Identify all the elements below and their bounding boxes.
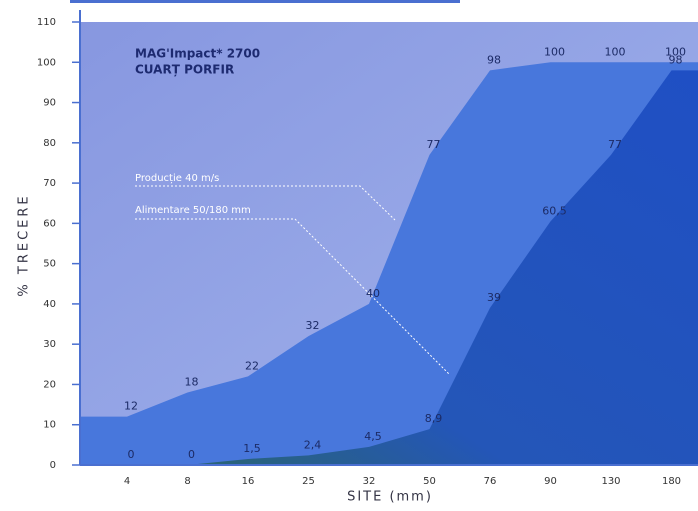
legend-label: Alimentare 50/180 mm — [135, 205, 251, 216]
data-label: 60,5 — [542, 204, 567, 217]
x-tick-label: 4 — [124, 476, 130, 487]
x-tick-label: 180 — [662, 476, 681, 487]
data-label: 2,4 — [304, 438, 322, 451]
data-label: 98 — [669, 53, 683, 66]
x-tick-label: 16 — [242, 476, 255, 487]
x-axis-label: SITE (mm) — [347, 490, 433, 505]
y-tick-label: 90 — [43, 98, 56, 109]
x-tick-label: 76 — [484, 476, 497, 487]
x-tick-label: 50 — [423, 476, 436, 487]
chart-subtitle: CUARȚ PORFIR — [135, 63, 234, 77]
data-label: 0 — [188, 448, 195, 461]
data-label: 32 — [306, 319, 320, 332]
header-bar — [70, 0, 460, 3]
legend-label: Producție 40 m/s — [135, 173, 219, 184]
data-label: 77 — [427, 138, 441, 151]
data-label: 1,5 — [243, 442, 261, 455]
chart-title: MAG'Impact* 2700 — [135, 47, 260, 61]
y-tick-label: 20 — [43, 379, 56, 390]
y-tick-label: 10 — [43, 420, 56, 431]
y-tick-label: 60 — [43, 218, 56, 229]
data-label: 12 — [124, 400, 138, 413]
x-tick-label: 8 — [184, 476, 190, 487]
data-label: 100 — [605, 45, 626, 58]
series-area — [80, 70, 698, 465]
x-tick-label: 130 — [601, 476, 620, 487]
leader-line — [135, 185, 396, 221]
data-label: 40 — [366, 287, 380, 300]
data-label: 22 — [245, 359, 259, 372]
y-tick-label: 50 — [43, 259, 56, 270]
data-label: 0 — [128, 448, 135, 461]
data-label: 39 — [487, 291, 501, 304]
data-label: 4,5 — [364, 430, 382, 443]
x-tick-label: 25 — [302, 476, 315, 487]
data-label: 8,9 — [425, 412, 443, 425]
data-label: 77 — [608, 138, 622, 151]
data-label: 100 — [544, 45, 565, 58]
y-tick-label: 30 — [43, 339, 56, 350]
y-tick-label: 80 — [43, 138, 56, 149]
leader-line — [135, 218, 451, 376]
y-tick-label: 110 — [37, 17, 56, 28]
y-axis-label: % TRECERE — [17, 193, 32, 296]
y-tick-label: 0 — [50, 460, 56, 471]
data-label: 18 — [185, 376, 199, 389]
y-tick-label: 100 — [37, 57, 56, 68]
y-tick-label: 40 — [43, 299, 56, 310]
data-label: 98 — [487, 53, 501, 66]
x-tick-label: 90 — [544, 476, 557, 487]
y-tick-label: 70 — [43, 178, 56, 189]
x-tick-label: 32 — [363, 476, 376, 487]
data-label: 100 — [665, 45, 686, 58]
